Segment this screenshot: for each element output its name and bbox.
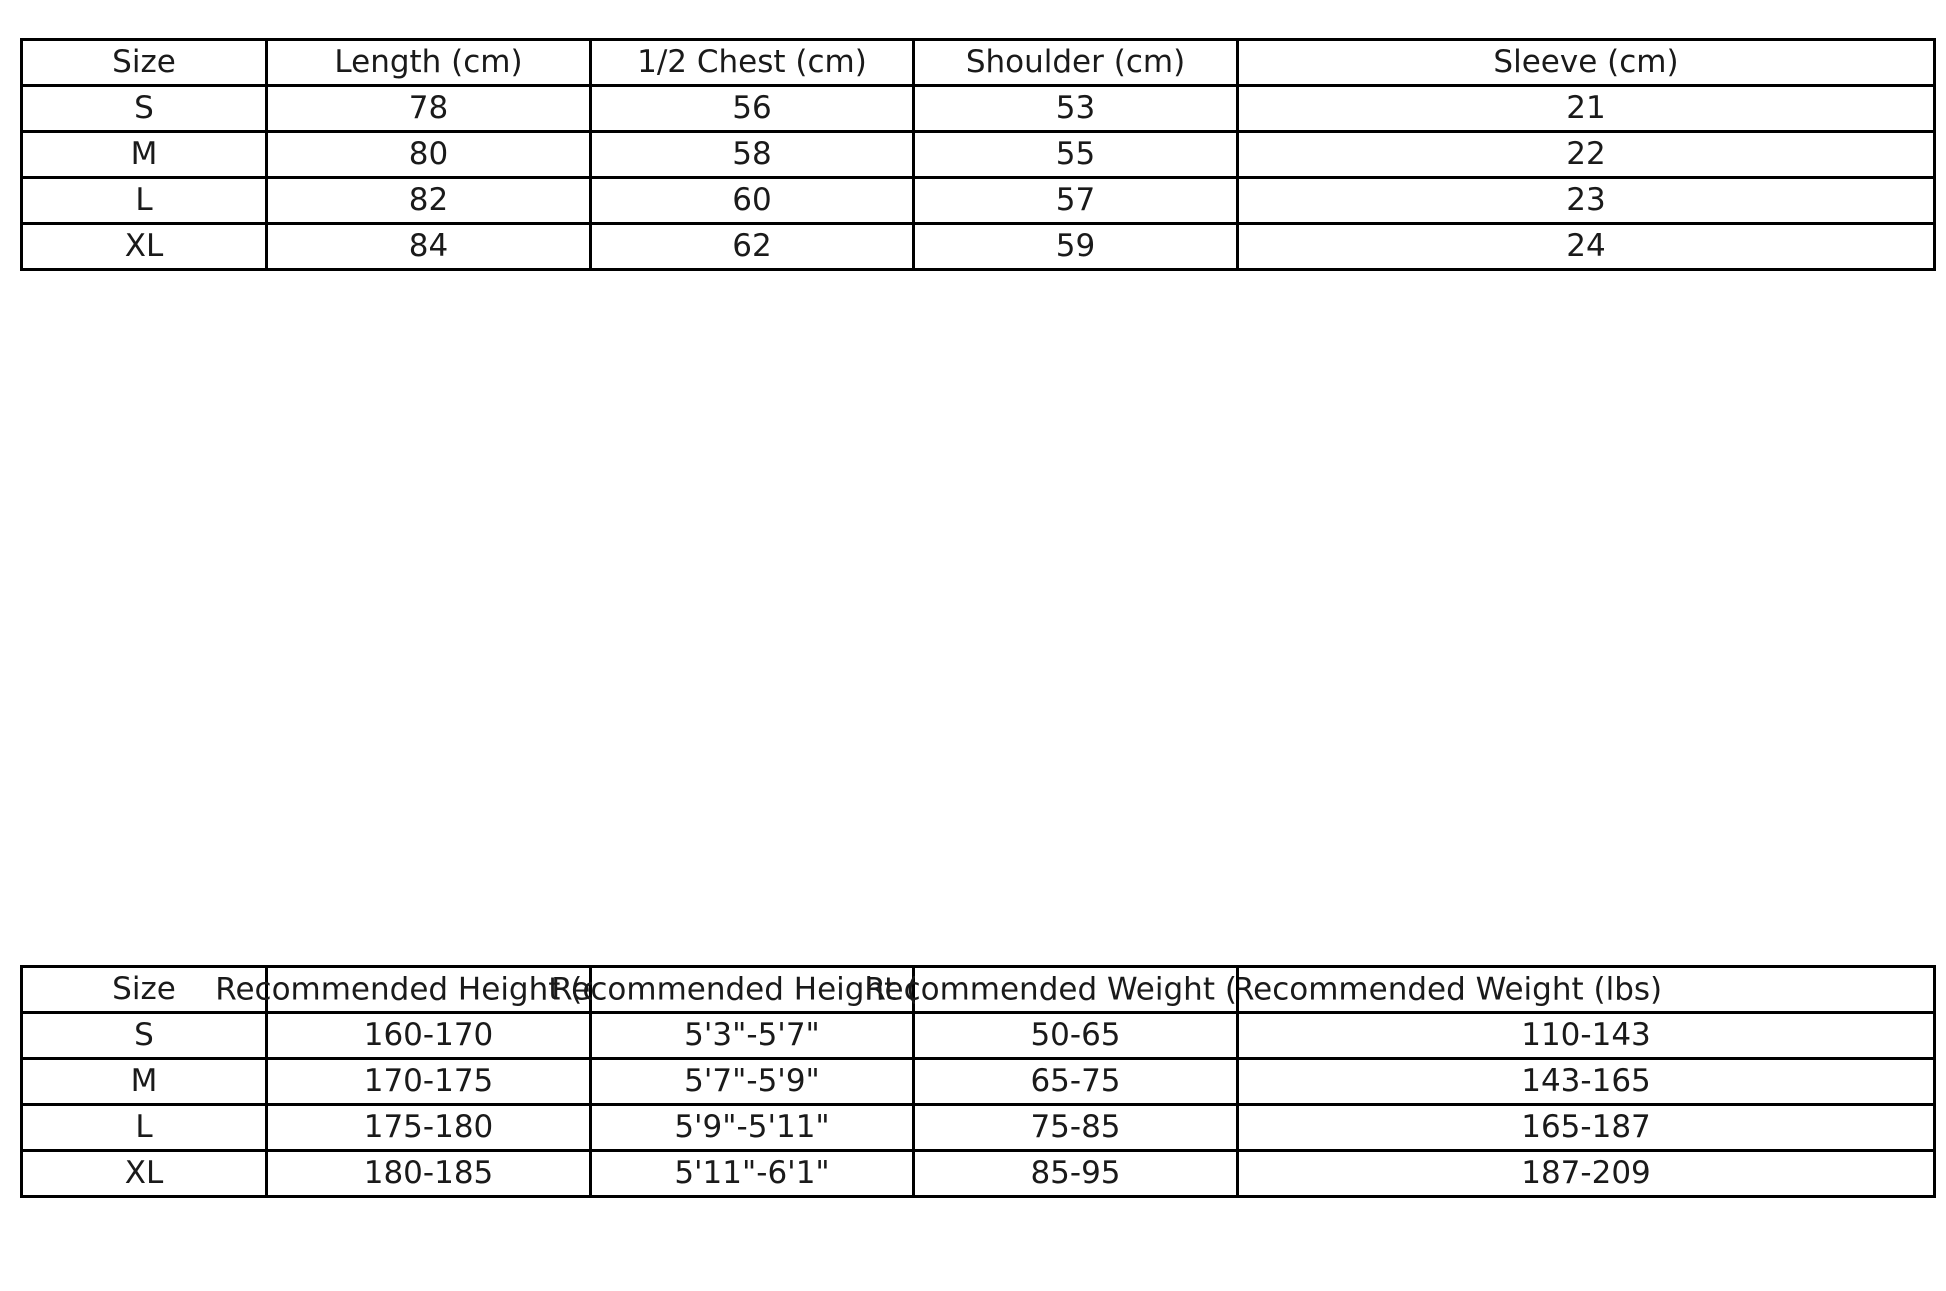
cell-height-cm: 175-180 [265, 1103, 592, 1152]
table-header-row: Size Length (cm) 1/2 Chest (cm) Shoulder… [20, 38, 1936, 87]
cell-size: S [20, 1011, 268, 1060]
cell-sleeve: 22 [1236, 130, 1936, 179]
column-header-recommended-height-ft-label: Recommended Height (ft) [551, 971, 953, 1007]
cell-size: L [20, 176, 268, 225]
cell-length: 80 [265, 130, 592, 179]
cell-length: 82 [265, 176, 592, 225]
table-row: XL 180-185 5'11"-6'1" 85-95 187-209 [20, 1149, 1936, 1198]
column-header-recommended-height-ft: Recommended Height (ft) [551, 965, 953, 1014]
column-header-half-chest: 1/2 Chest (cm) [589, 38, 915, 87]
cell-weight-kg: 75-85 [912, 1103, 1239, 1152]
column-header-recommended-weight-lbs: Recommended Weight (lbs) [1236, 965, 1936, 1014]
cell-weight-kg: 85-95 [912, 1149, 1239, 1198]
column-header-recommended-weight-kg: Recommended Weight (kg) [864, 965, 1287, 1014]
cell-weight-lbs: 143-165 [1236, 1057, 1936, 1106]
cell-height-ft: 5'9"-5'11" [589, 1103, 915, 1152]
cell-size: M [20, 1057, 268, 1106]
cell-size: S [20, 84, 268, 133]
cell-half-chest: 62 [589, 222, 915, 271]
cell-weight-kg: 65-75 [912, 1057, 1239, 1106]
cell-size: L [20, 1103, 268, 1152]
cell-weight-lbs: 187-209 [1236, 1149, 1936, 1198]
table-row: S 160-170 5'3"-5'7" 50-65 110-143 [20, 1011, 1936, 1060]
cell-half-chest: 56 [589, 84, 915, 133]
cell-weight-lbs: 110-143 [1236, 1011, 1936, 1060]
column-header-size-label: Size [112, 971, 176, 1007]
cell-sleeve: 21 [1236, 84, 1936, 133]
cell-height-ft: 5'7"-5'9" [589, 1057, 915, 1106]
cell-weight-lbs: 165-187 [1236, 1103, 1936, 1152]
cell-height-ft: 5'3"-5'7" [589, 1011, 915, 1060]
table-row: L 82 60 57 23 [20, 176, 1936, 225]
cell-half-chest: 58 [589, 130, 915, 179]
cell-half-chest: 60 [589, 176, 915, 225]
table-row: S 78 56 53 21 [20, 84, 1936, 133]
cell-height-cm: 180-185 [265, 1149, 592, 1198]
cell-shoulder: 57 [912, 176, 1239, 225]
cell-height-ft: 5'11"-6'1" [589, 1149, 915, 1198]
column-header-recommended-height-cm: Recommended Height (cm) [215, 965, 642, 1014]
column-header-shoulder: Shoulder (cm) [912, 38, 1239, 87]
column-header-recommended-weight-lbs-label: Recommended Weight (lbs) [1237, 971, 1663, 1007]
cell-height-cm: 170-175 [265, 1057, 592, 1106]
cell-length: 84 [265, 222, 592, 271]
cell-weight-kg: 50-65 [912, 1011, 1239, 1060]
cell-length: 78 [265, 84, 592, 133]
column-header-sleeve: Sleeve (cm) [1236, 38, 1936, 87]
cell-shoulder: 59 [912, 222, 1239, 271]
garment-measurements-table: Size Length (cm) 1/2 Chest (cm) Shoulder… [20, 38, 1936, 271]
column-header-size: Size [20, 38, 268, 87]
column-header-recommended-weight-kg-label: Recommended Weight (kg) [864, 971, 1287, 1007]
table-row: L 175-180 5'9"-5'11" 75-85 165-187 [20, 1103, 1936, 1152]
cell-shoulder: 55 [912, 130, 1239, 179]
cell-sleeve: 24 [1236, 222, 1936, 271]
column-header-recommended-height-cm-label: Recommended Height (cm) [215, 971, 642, 1007]
table-row: M 170-175 5'7"-5'9" 65-75 143-165 [20, 1057, 1936, 1106]
cell-size: M [20, 130, 268, 179]
cell-shoulder: 53 [912, 84, 1239, 133]
table-header-row: Size Recommended Height (cm) Recommended… [20, 965, 1936, 1014]
column-header-length: Length (cm) [265, 38, 592, 87]
column-header-size: Size [20, 965, 268, 1014]
table-row: XL 84 62 59 24 [20, 222, 1936, 271]
recommended-fit-table: Size Recommended Height (cm) Recommended… [20, 965, 1936, 1198]
table-row: M 80 58 55 22 [20, 130, 1936, 179]
cell-size: XL [20, 1149, 268, 1198]
cell-sleeve: 23 [1236, 176, 1936, 225]
cell-size: XL [20, 222, 268, 271]
cell-height-cm: 160-170 [265, 1011, 592, 1060]
